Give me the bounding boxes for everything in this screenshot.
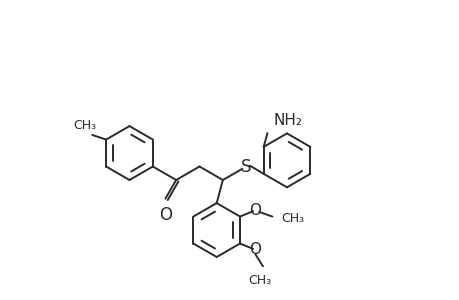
Text: NH₂: NH₂ bbox=[273, 113, 302, 128]
Text: S: S bbox=[241, 158, 251, 175]
Text: O: O bbox=[249, 203, 261, 218]
Text: CH₃: CH₃ bbox=[248, 274, 271, 287]
Text: CH₃: CH₃ bbox=[281, 212, 304, 225]
Text: CH₃: CH₃ bbox=[73, 119, 96, 132]
Text: O: O bbox=[158, 206, 172, 224]
Text: O: O bbox=[249, 242, 261, 257]
